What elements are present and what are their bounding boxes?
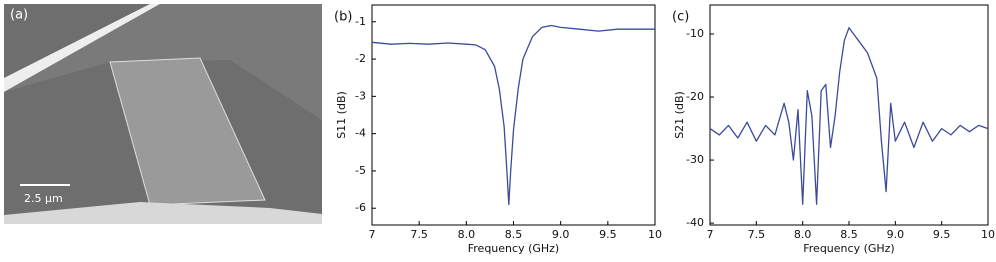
x-tick-label: 7 (369, 228, 376, 241)
x-tick-label: 10 (981, 228, 995, 241)
y-axis-label: S21 (dB) (673, 91, 686, 139)
y-tick-label: -2 (355, 52, 366, 65)
electrode-bottom (4, 202, 322, 224)
y-tick-label: -40 (686, 216, 704, 229)
y-tick-label: -6 (355, 201, 366, 214)
data-line (371, 24, 655, 206)
x-axis-label: Frequency (GHz) (803, 242, 894, 255)
plot-frame (371, 4, 656, 226)
y-tick-label: -1 (355, 15, 366, 28)
x-tick-label: 8.0 (458, 228, 476, 241)
electrode (4, 4, 322, 120)
x-tick-label: 8.5 (840, 228, 858, 241)
x-tick-label: 9.0 (552, 228, 570, 241)
data-line (709, 27, 989, 205)
y-tick-label: -5 (355, 164, 366, 177)
panel-label: (c) (672, 10, 689, 25)
y-tick-label: -3 (355, 89, 366, 102)
x-tick-label: 8.0 (794, 228, 812, 241)
sem-image: 2.5 μm (a) (4, 4, 322, 224)
y-tick-label: -30 (686, 153, 704, 166)
x-tick-label: 7 (707, 228, 714, 241)
scale-bar-label: 2.5 μm (24, 192, 63, 205)
x-tick-label: 7.5 (410, 228, 428, 241)
y-tick-label: -10 (686, 27, 704, 40)
x-tick-label: 7.5 (748, 228, 766, 241)
resonator (109, 57, 266, 206)
panel-label: (a) (10, 8, 28, 23)
x-tick-label: 10 (648, 228, 662, 241)
panel-label: (b) (334, 10, 352, 25)
y-axis-label: S11 (dB) (335, 91, 348, 139)
plot-frame (709, 4, 989, 226)
x-axis-label: Frequency (GHz) (468, 242, 559, 255)
x-tick-label: 9.5 (599, 228, 617, 241)
x-tick-label: 9.5 (933, 228, 951, 241)
x-tick-label: 8.5 (505, 228, 523, 241)
y-tick-label: -4 (355, 127, 366, 140)
y-tick-label: -20 (686, 90, 704, 103)
x-tick-label: 9.0 (887, 228, 905, 241)
